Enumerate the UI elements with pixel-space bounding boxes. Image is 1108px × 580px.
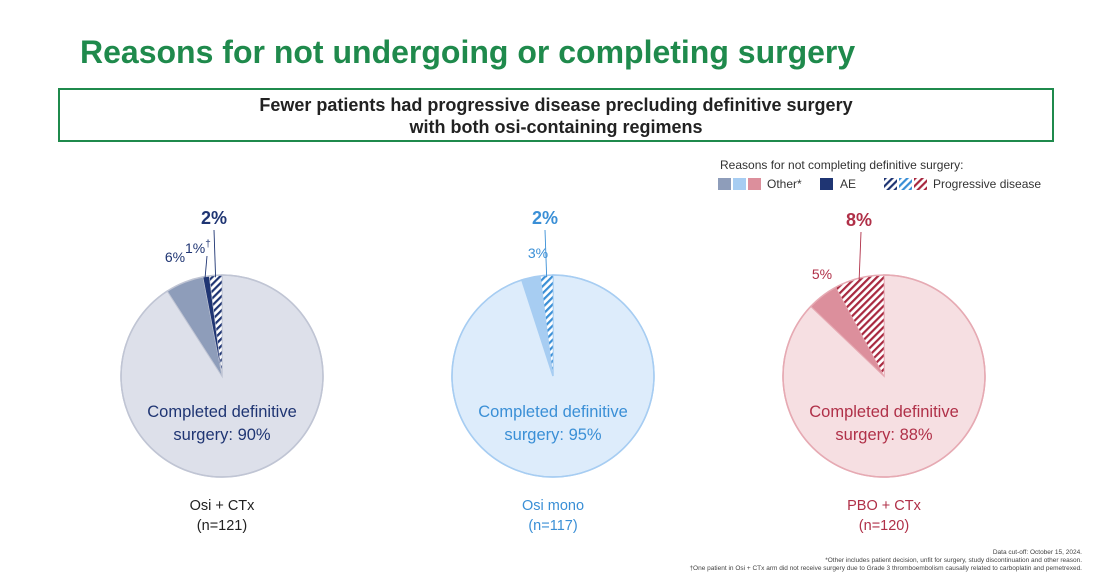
legend-label-other: Other*: [767, 177, 802, 191]
legend-label-progressive-disease: Progressive disease: [933, 177, 1042, 191]
leader-line-ae-osi-ctx: [204, 255, 208, 279]
center-label-line-2-pbo-ctx: surgery: 88%: [835, 426, 933, 444]
center-label-line-1-pbo-ctx: Completed definitive: [809, 403, 959, 421]
footnote-dagger: †One patient in Osi + CTx arm did not re…: [689, 565, 1082, 572]
legend-swatch-ae: [820, 178, 833, 190]
legend-swatch-pd-1: [884, 178, 897, 190]
key-message-line-1: Fewer patients had progressive disease p…: [259, 95, 853, 115]
page-title: Reasons for not undergoing or completing…: [80, 34, 856, 70]
n-label-osi-mono: (n=117): [528, 518, 577, 534]
label-progressive-osi-ctx: 2%: [201, 208, 227, 228]
leader-line-progressive-osi-mono: [544, 229, 548, 278]
legend-swatch-pd-2: [899, 178, 912, 190]
footnotes: Data cut-off: October 15, 2024. *Other i…: [689, 549, 1082, 573]
legend-swatch-other-1: [718, 178, 731, 190]
n-label-osi-ctx: (n=121): [197, 518, 247, 534]
label-progressive-pbo-ctx: 8%: [846, 210, 872, 230]
legend-swatch-pd-3: [914, 178, 927, 190]
label-ae-osi-ctx: 1%†: [185, 239, 211, 256]
center-label-line-2-osi-mono: surgery: 95%: [504, 426, 602, 444]
group-label-pbo-ctx: PBO + CTx: [847, 498, 921, 514]
label-other-pbo-ctx: 5%: [812, 266, 832, 282]
legend-swatch-other-3: [748, 178, 761, 190]
center-label-line-1-osi-mono: Completed definitive: [478, 403, 628, 421]
label-other-osi-ctx: 6%: [165, 249, 185, 265]
leader-line-progressive-osi-ctx: [213, 229, 217, 278]
legend-swatch-other-2: [733, 178, 746, 190]
pie-outline-pbo-ctx: [782, 274, 986, 478]
key-message-line-2: with both osi-containing regimens: [409, 117, 703, 137]
footnote-other: *Other includes patient decision, unfit …: [825, 557, 1082, 564]
pie-outline-osi-ctx: [120, 274, 324, 478]
key-message-box: Fewer patients had progressive disease p…: [58, 88, 1054, 142]
pie-outline-osi-mono: [451, 274, 655, 478]
legend-label-ae: AE: [840, 177, 857, 191]
legend-title: Reasons for not completing definitive su…: [720, 158, 964, 172]
group-label-osi-mono: Osi mono: [522, 498, 584, 514]
label-other-osi-mono: 3%: [528, 245, 548, 261]
footnote-data-cutoff: Data cut-off: October 15, 2024.: [992, 549, 1082, 556]
center-label-line-1-osi-ctx: Completed definitive: [147, 403, 297, 421]
group-label-osi-ctx: Osi + CTx: [190, 498, 256, 514]
n-label-pbo-ctx: (n=120): [859, 518, 909, 534]
leader-line-progressive-pbo-ctx: [858, 231, 862, 281]
center-label-line-2-osi-ctx: surgery: 90%: [173, 426, 271, 444]
label-progressive-osi-mono: 2%: [532, 208, 558, 228]
